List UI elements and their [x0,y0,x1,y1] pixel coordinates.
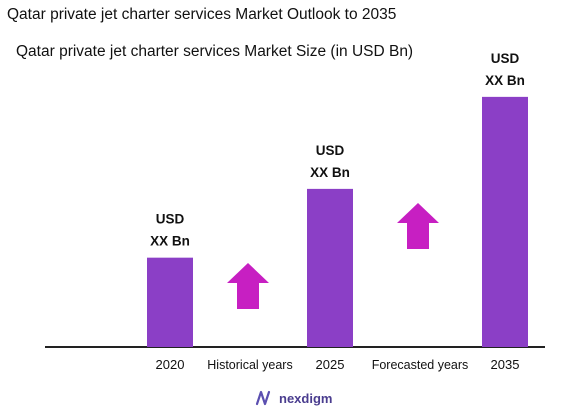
period-label-1: Historical years [207,358,292,372]
forecast-growth-arrow-icon [397,203,439,249]
period-label-2: Forecasted years [372,358,469,372]
data-label-2025-1: USD [316,143,345,158]
tick-label-2020: 2020 [156,357,185,372]
nexdigm-logo-icon [255,390,271,406]
data-label-2020-2: XX Bn [150,234,190,249]
bar-2035 [482,96,528,347]
tick-label-2025: 2025 [316,357,345,372]
brand-logo: nexdigm [255,390,332,406]
data-label-2020-1: USD [156,212,185,227]
brand-name: nexdigm [279,390,333,406]
data-label-2035-1: USD [491,51,520,66]
historical-growth-arrow-icon [227,263,269,309]
tick-label-2035: 2035 [491,357,520,372]
data-label-2025-2: XX Bn [310,165,350,180]
bar-2025 [307,188,353,347]
chart-title: Qatar private jet charter services Marke… [16,43,414,60]
page-title: Qatar private jet charter services Marke… [7,6,397,23]
bar-2020 [147,257,193,347]
data-label-2035-2: XX Bn [485,73,525,88]
